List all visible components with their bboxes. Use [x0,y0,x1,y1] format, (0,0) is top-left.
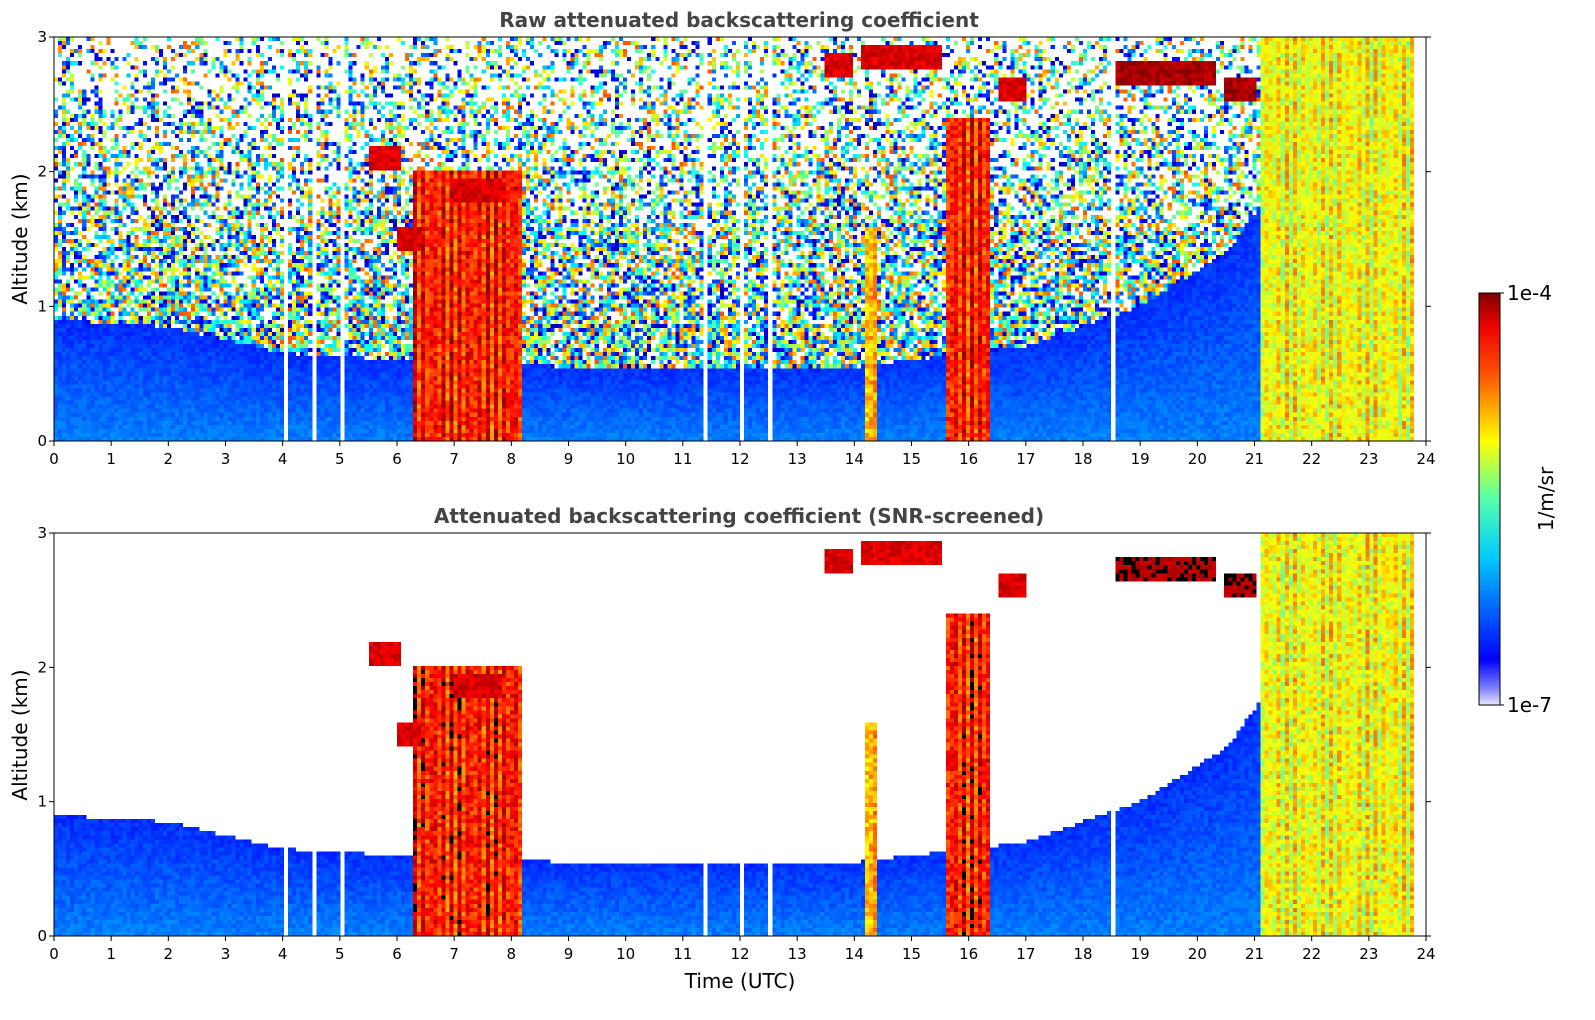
x-tick-label: 14 [845,945,864,963]
x-tick-label: 12 [730,945,749,963]
x-tick-label: 6 [392,945,402,963]
raw-y-axis: 0 1 2 3 [37,28,1431,450]
y-tick-label: 3 [37,524,47,542]
colorbar-min-label: 1e-7 [1507,693,1552,717]
y-tick-label: 2 [37,658,47,676]
screened-x-axis: 0 1 2 3 4 5 6 7 8 9 10 11 12 13 14 15 16 17 18 19 20 21 22 23 24 [49,936,1436,963]
x-tick-label: 9 [564,945,574,963]
x-tick-label: 0 [49,450,59,468]
raw-y-axis-label: Altitude (km) [8,173,32,304]
y-tick-label: 0 [37,432,47,450]
x-tick-label: 0 [49,945,59,963]
x-tick-label: 13 [788,450,807,468]
x-tick-label: 7 [449,450,459,468]
y-tick-label: 3 [37,28,47,46]
x-tick-label: 17 [1016,945,1035,963]
x-tick-label: 13 [788,945,807,963]
y-tick-label: 1 [37,793,47,811]
screened-panel: Attenuated backscattering coefficient (S… [8,504,1436,993]
x-tick-label: 11 [673,450,692,468]
colorbar: 1e-4 1e-7 1/m/sr [1478,281,1558,717]
x-tick-label: 16 [959,450,978,468]
x-tick-label: 19 [1131,945,1150,963]
x-tick-label: 20 [1188,945,1207,963]
screened-heatmap-image [54,533,1426,936]
x-tick-label: 24 [1416,450,1435,468]
x-tick-label: 16 [959,945,978,963]
x-tick-label: 17 [1016,450,1035,468]
x-tick-label: 15 [902,450,921,468]
x-tick-label: 18 [1073,450,1092,468]
x-tick-label: 21 [1245,945,1264,963]
x-tick-label: 14 [845,450,864,468]
y-tick-label: 1 [37,297,47,315]
x-tick-label: 21 [1245,450,1264,468]
x-tick-label: 22 [1302,450,1321,468]
raw-x-axis: 0 1 2 3 4 5 6 7 8 9 10 11 12 13 14 15 16 17 18 19 20 21 22 23 24 [49,441,1436,468]
x-tick-label: 3 [221,945,231,963]
colorbar-gradient [1478,292,1501,706]
x-tick-label: 1 [106,945,116,963]
screened-y-axis: 0 1 2 3 [37,524,1431,945]
x-tick-label: 23 [1359,945,1378,963]
x-tick-label: 19 [1131,450,1150,468]
x-tick-label: 5 [335,450,345,468]
screened-panel-title: Attenuated backscattering coefficient (S… [434,504,1044,528]
screened-heatmap [54,533,1426,936]
x-tick-label: 12 [730,450,749,468]
x-tick-label: 20 [1188,450,1207,468]
x-tick-label: 6 [392,450,402,468]
x-tick-label: 1 [106,450,116,468]
y-tick-label: 2 [37,163,47,181]
x-tick-label: 9 [564,450,574,468]
x-tick-label: 10 [616,450,635,468]
colorbar-label: 1/m/sr [1534,466,1558,531]
x-tick-label: 15 [902,945,921,963]
raw-panel-title: Raw attenuated backscattering coefficien… [499,8,979,32]
x-tick-label: 24 [1416,945,1435,963]
colorbar-max-label: 1e-4 [1507,281,1552,305]
x-tick-label: 5 [335,945,345,963]
x-tick-label: 3 [221,450,231,468]
screened-x-axis-label: Time (UTC) [684,969,796,993]
x-tick-label: 18 [1073,945,1092,963]
x-tick-label: 2 [164,450,174,468]
x-tick-label: 4 [278,945,288,963]
x-tick-label: 11 [673,945,692,963]
x-tick-label: 8 [507,450,517,468]
x-tick-label: 2 [164,945,174,963]
x-tick-label: 22 [1302,945,1321,963]
raw-heatmap [54,37,1426,441]
y-tick-label: 0 [37,927,47,945]
x-tick-label: 4 [278,450,288,468]
x-tick-label: 23 [1359,450,1378,468]
x-tick-label: 10 [616,945,635,963]
x-tick-label: 8 [507,945,517,963]
raw-heatmap-image [54,37,1426,441]
raw-panel: Raw attenuated backscattering coefficien… [8,8,1436,468]
screened-y-axis-label: Altitude (km) [8,669,32,800]
x-tick-label: 7 [449,945,459,963]
